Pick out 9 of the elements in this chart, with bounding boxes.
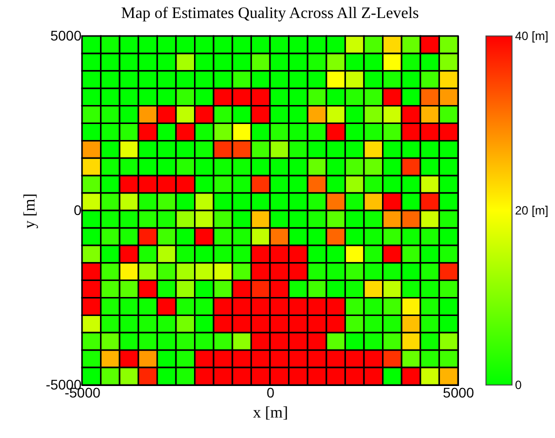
y-tick-label: 0 [74, 202, 82, 218]
chart-title: Map of Estimates Quality Across All Z-Levels [121, 5, 419, 22]
y-axis-title: y [m] [22, 193, 39, 229]
x-tick-label: 5000 [442, 384, 474, 400]
color-bar-label: 20 [m] [515, 204, 548, 218]
y-tick-label: 5000 [50, 28, 82, 44]
x-axis-title: x [m] [252, 404, 288, 422]
x-tick-label: 0 [266, 384, 275, 400]
color-bar-label: 40 [m] [515, 29, 548, 43]
